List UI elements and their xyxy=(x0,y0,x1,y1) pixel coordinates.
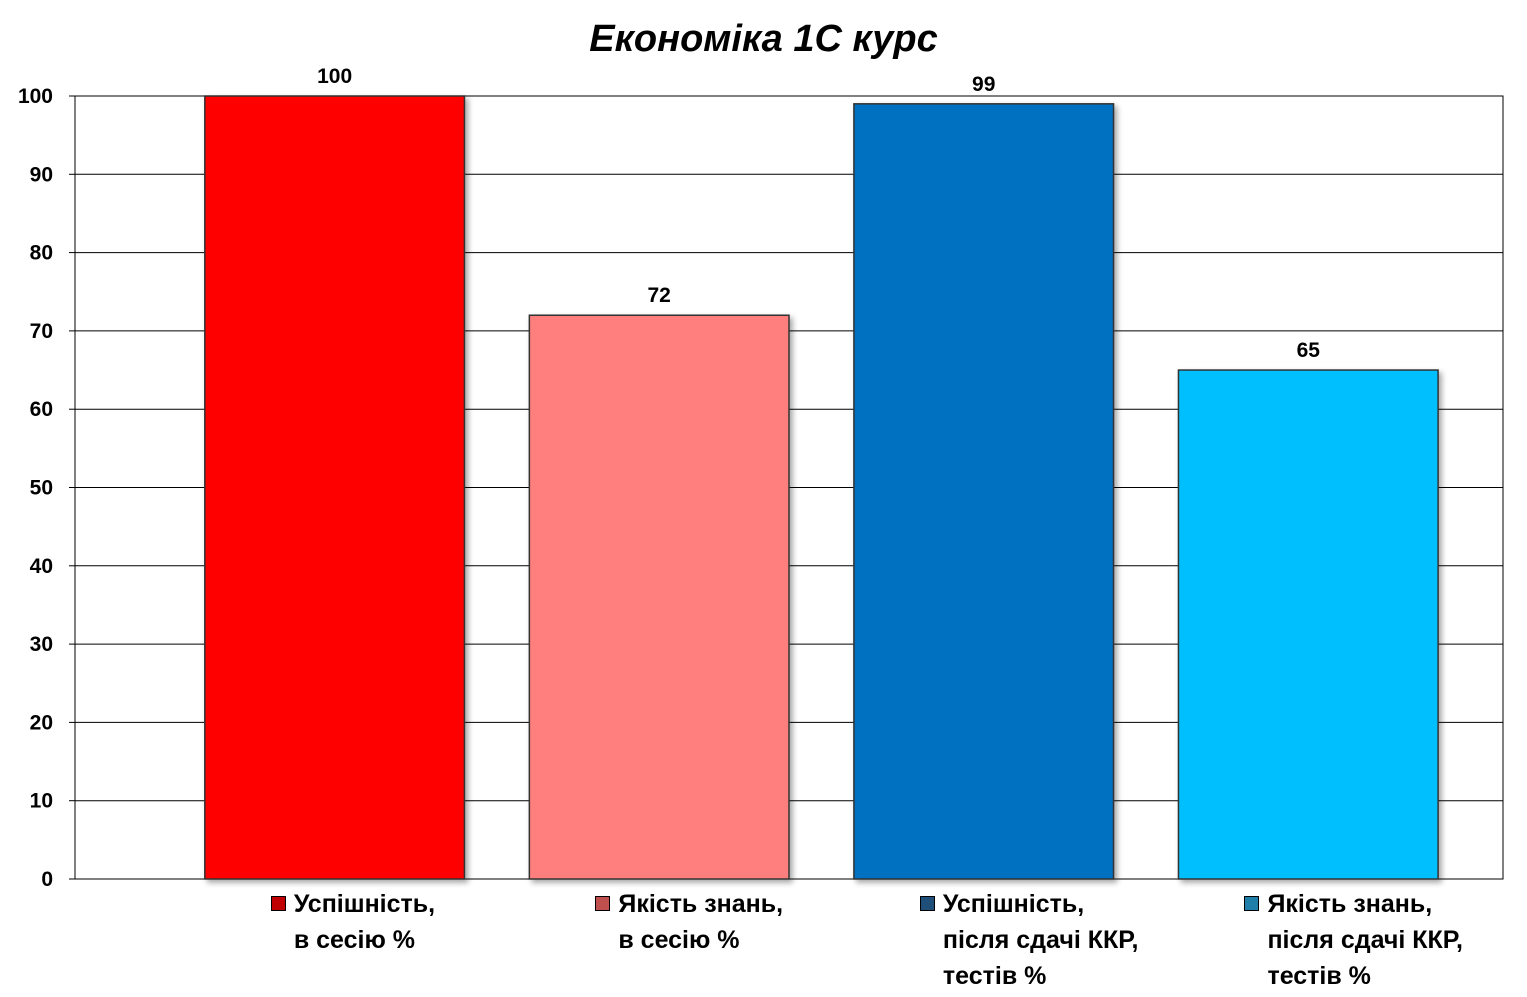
y-tick-label: 80 xyxy=(30,242,53,265)
y-tick-label: 100 xyxy=(18,85,53,108)
y-tick-label: 70 xyxy=(30,320,53,343)
data-label-3: 99 xyxy=(972,73,995,96)
chart-title: Економіка 1С курс xyxy=(589,18,938,60)
legend-item-4: Якість знань, після сдачі ККР, тестів % xyxy=(1244,886,1463,994)
legend-swatch-icon xyxy=(270,896,286,911)
legend-label: Якість знань, в сесію % xyxy=(618,890,784,954)
legend-swatch-icon xyxy=(1244,896,1260,911)
y-tick-label: 30 xyxy=(30,633,53,656)
data-label-2: 72 xyxy=(648,284,671,307)
legend-item-2: Якість знань, в сесію % xyxy=(595,886,783,958)
y-tick-label: 20 xyxy=(30,711,53,734)
y-tick-label: 10 xyxy=(30,790,53,813)
y-tick-label: 90 xyxy=(30,163,53,186)
legend-label: Успішність, в сесію % xyxy=(293,890,436,954)
y-tick-label: 60 xyxy=(30,398,53,421)
bar-2 xyxy=(528,314,790,880)
legend-item-1: Успішність, в сесію % xyxy=(270,886,436,958)
bar-1 xyxy=(204,95,466,880)
legend-swatch-icon xyxy=(595,896,611,911)
legend-item-3: Успішність, після сдачі ККР, тестів % xyxy=(919,886,1139,994)
y-tick-label: 0 xyxy=(41,868,53,891)
y-tick-label: 40 xyxy=(30,555,53,578)
bar-3 xyxy=(853,103,1115,880)
data-label-1: 100 xyxy=(317,65,352,88)
bar-4 xyxy=(1177,369,1439,880)
legend-label: Якість знань, після сдачі ККР, тестів % xyxy=(1267,890,1463,990)
legend-label: Успішність, після сдачі ККР, тестів % xyxy=(942,890,1139,990)
legend-swatch-icon xyxy=(919,896,935,911)
data-label-4: 65 xyxy=(1297,339,1321,362)
y-tick-label: 50 xyxy=(30,477,53,500)
